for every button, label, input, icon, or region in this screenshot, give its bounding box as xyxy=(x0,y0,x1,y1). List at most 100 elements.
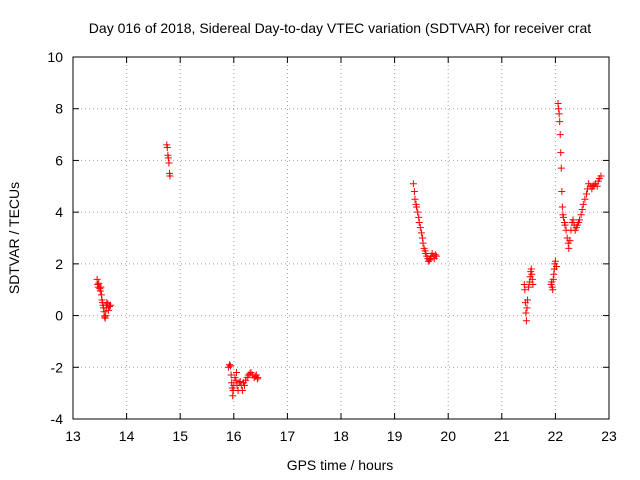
data-point xyxy=(227,362,235,370)
data-point xyxy=(582,190,590,198)
data-point xyxy=(104,306,112,314)
data-point xyxy=(241,381,249,389)
data-point xyxy=(227,371,235,379)
y-tick-label: -2 xyxy=(51,359,64,375)
data-point xyxy=(229,392,237,400)
data-point xyxy=(597,172,605,180)
data-point xyxy=(555,110,563,118)
data-point xyxy=(554,100,562,108)
y-tick-label: 2 xyxy=(55,256,63,272)
data-point xyxy=(529,281,537,289)
data-point xyxy=(522,317,530,325)
x-tick-label: 17 xyxy=(280,428,296,444)
data-point xyxy=(102,312,110,320)
data-point xyxy=(520,281,528,289)
x-tick-label: 20 xyxy=(440,428,456,444)
data-point xyxy=(557,164,565,172)
data-point xyxy=(556,131,564,139)
data-point xyxy=(107,301,115,309)
data-point xyxy=(411,195,419,203)
data-point xyxy=(555,105,563,113)
data-point xyxy=(593,182,601,190)
data-point xyxy=(579,200,587,208)
x-tick-label: 14 xyxy=(119,428,135,444)
x-tick-label: 16 xyxy=(226,428,242,444)
data-point xyxy=(576,216,584,224)
tick-labels: 13 14 15 16 17 18 19 20 21 22 23 -4 -2 0 2 4 6 8 10 xyxy=(47,49,617,444)
data-point xyxy=(105,303,113,311)
data-point xyxy=(416,224,424,232)
data-point xyxy=(103,299,111,307)
y-axis-label: SDTVAR / TECUs xyxy=(6,182,22,294)
data-point xyxy=(577,211,585,219)
data-point xyxy=(561,221,569,229)
data-point xyxy=(556,118,564,126)
data-point xyxy=(521,286,529,294)
data-point xyxy=(549,286,557,294)
data-point xyxy=(523,304,531,312)
data-point xyxy=(528,270,536,278)
data-point xyxy=(522,309,530,317)
data-point xyxy=(528,275,536,283)
data-point xyxy=(165,159,173,167)
data-point xyxy=(569,216,577,224)
y-tick-label: 0 xyxy=(55,308,63,324)
data-point xyxy=(101,313,109,321)
data-point xyxy=(432,252,440,260)
data-point xyxy=(238,387,246,395)
ticks xyxy=(72,56,610,420)
chart-title: Day 016 of 2018, Sidereal Day-to-day VTE… xyxy=(89,20,591,36)
data-point xyxy=(524,296,532,304)
data-point xyxy=(414,208,422,216)
data-point xyxy=(550,270,558,278)
data-point xyxy=(253,375,261,383)
data-point xyxy=(97,291,105,299)
x-tick-label: 21 xyxy=(494,428,510,444)
data-point xyxy=(558,187,566,195)
x-tick-label: 23 xyxy=(601,428,617,444)
data-point xyxy=(557,149,565,157)
data-point xyxy=(415,218,423,226)
x-tick-label: 18 xyxy=(333,428,349,444)
data-point xyxy=(93,275,101,283)
data-point xyxy=(525,283,533,291)
data-point xyxy=(96,287,104,295)
data-point xyxy=(527,265,535,273)
data-point xyxy=(166,172,174,180)
data-point xyxy=(417,229,425,237)
data-point xyxy=(236,378,244,386)
data-point xyxy=(431,251,439,259)
y-tick-label: -4 xyxy=(51,411,64,427)
data-point xyxy=(566,237,574,245)
x-axis-label: GPS time / hours xyxy=(287,457,394,473)
data-point xyxy=(100,308,108,316)
y-tick-label: 8 xyxy=(55,101,63,117)
x-tick-label: 13 xyxy=(65,428,81,444)
y-tick-label: 6 xyxy=(55,152,63,168)
data-point xyxy=(559,213,567,221)
data-point xyxy=(558,203,566,211)
data-point xyxy=(232,368,240,376)
data-point xyxy=(415,213,423,221)
data-point xyxy=(419,239,427,247)
y-tick-label: 4 xyxy=(55,204,63,220)
x-tick-label: 15 xyxy=(172,428,188,444)
data-point xyxy=(549,275,557,283)
data-point xyxy=(552,262,560,270)
data-point xyxy=(254,374,262,382)
data-point xyxy=(565,244,573,252)
data-point xyxy=(581,195,589,203)
data-point xyxy=(97,283,105,291)
data-point xyxy=(551,257,559,265)
data-point xyxy=(164,154,172,162)
grid xyxy=(73,57,609,419)
data-point xyxy=(409,180,417,188)
x-tick-label: 22 xyxy=(548,428,564,444)
data-point xyxy=(410,187,418,195)
y-tick-label: 10 xyxy=(47,49,63,65)
data-point xyxy=(163,144,171,151)
data-point xyxy=(578,206,586,214)
data-point xyxy=(413,203,421,211)
